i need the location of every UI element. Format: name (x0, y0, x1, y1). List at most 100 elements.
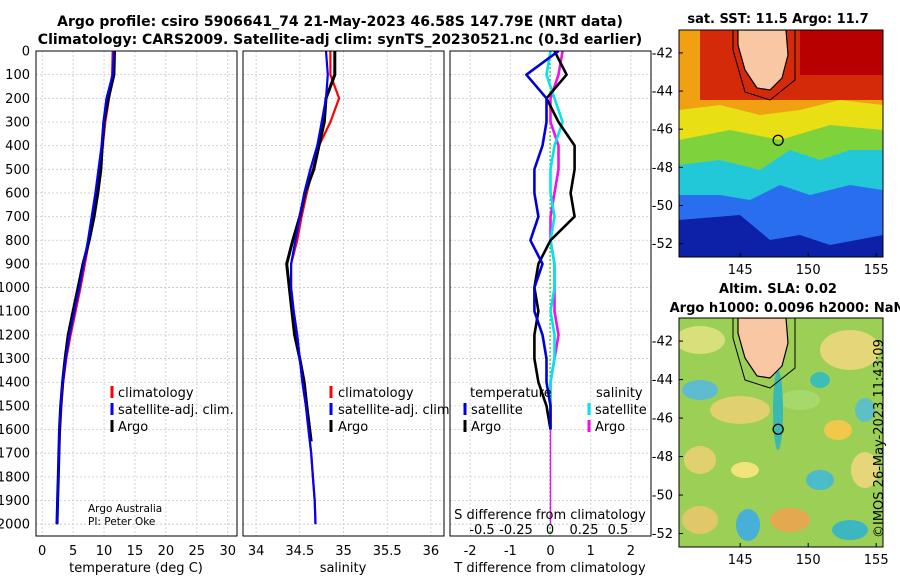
depth-tick-label: 200 (5, 92, 30, 107)
sst-float-marker (772, 134, 784, 146)
x-tick-label: 35.5 (373, 544, 402, 559)
map-lat-label: -52 (652, 237, 673, 252)
tasmania-land (737, 30, 789, 91)
legend-title-temperature: temperature (470, 386, 552, 401)
salinity-panel: 34 34.5 35 35.5 36 salinity climatology sate… (242, 50, 454, 576)
sla-float-marker (772, 423, 784, 435)
map-lat-label: -44 (652, 85, 673, 100)
sla-blob (855, 398, 875, 422)
float-position-circle (772, 134, 784, 146)
sla-blob (832, 520, 868, 540)
sla-blob (682, 380, 718, 400)
depth-tick-label: 1300 (0, 352, 30, 367)
salinity-legend: climatology satellite-adj. clim. Argo (329, 386, 454, 435)
x-tick-label: 20 (158, 544, 175, 559)
t-difference-xlabel: T difference from climatology (453, 561, 646, 576)
info-institution: Argo Australia (88, 503, 162, 515)
sla-blob (773, 370, 783, 450)
depth-tick-label: 800 (5, 234, 30, 249)
depth-tick-label: 1200 (0, 328, 30, 343)
s-tick-label: 0.25 (570, 523, 599, 538)
map-lat-label: -50 (652, 199, 673, 214)
s-tick-label: 0 (546, 523, 554, 538)
sst-map-ticks: -42 -44 -46 -48 -50 -52 145 150 155 (652, 46, 889, 278)
sla-blob (736, 509, 760, 541)
x-tick-label: 15 (127, 544, 144, 559)
x-tick-label: 0 (38, 544, 46, 559)
legend-label-satellite: satellite-adj. clim. (338, 403, 454, 418)
sla-blob (710, 396, 770, 424)
x-tick-label: 5 (69, 544, 77, 559)
x-tick-label: 1 (587, 544, 595, 559)
legend-label-climatology: climatology (118, 386, 194, 401)
sst-map-frame (678, 29, 884, 258)
float-position-circle (772, 423, 784, 435)
s-tick-label: 0.5 (608, 523, 629, 538)
depth-tick-label: 1100 (0, 305, 30, 320)
map-lat-label: -48 (652, 161, 673, 176)
sla-blob (824, 420, 852, 440)
legend-label-t-satellite: satellite (471, 403, 523, 418)
depth-tick-label: 1900 (0, 494, 30, 509)
legend-label-s-argo: Argo (595, 420, 625, 435)
map-lat-label: -50 (652, 489, 673, 504)
depth-tick-label: 1600 (0, 423, 30, 438)
difference-lines (525, 51, 576, 525)
map-lat-label: -46 (652, 123, 673, 138)
tasmania-land (737, 318, 789, 379)
temperature-grid (36, 50, 237, 536)
map-lat-label: -44 (652, 373, 673, 388)
depth-tick-label: 700 (5, 210, 30, 225)
sla-blob (806, 470, 834, 490)
shelf-contour (732, 318, 796, 389)
legend-label-argo: Argo (338, 420, 368, 435)
depth-tick-label: 400 (5, 139, 30, 154)
sla-map-frame (678, 317, 884, 548)
map-lat-label: -48 (652, 450, 673, 465)
sla-map-panel: Altim. SLA: 0.02 Argo h1000: 0.0096 h200… (652, 282, 900, 568)
sla-blob (820, 330, 880, 370)
depth-tick-label: 100 (5, 68, 30, 83)
temperature-plot-area (36, 51, 237, 536)
t-difference-tick-labels: -2 -1 0 1 2 (464, 544, 635, 559)
temperature-panel: 0100200300400500600700800900100011001200… (0, 45, 238, 576)
map-lon-label: 150 (796, 553, 821, 568)
legend-label-argo: Argo (118, 420, 148, 435)
sla-blob (682, 506, 718, 534)
s-difference-tick-labels: -0.5 -0.25 0 0.25 0.5 (469, 523, 628, 538)
map-lat-label: -52 (652, 527, 673, 542)
sla-map-ticks: -42 -44 -46 -48 -50 -52 145 150 155 (652, 335, 889, 568)
sla-blob (851, 452, 879, 488)
temperature-lines (55, 51, 116, 525)
legend-title-salinity: salinity (596, 386, 643, 401)
temperature-satellite-diff-line (525, 51, 560, 430)
depth-tick-label: 600 (5, 186, 30, 201)
sst-warmest-ne (800, 30, 883, 75)
x-tick-label: 2 (627, 544, 635, 559)
difference-frame (449, 50, 652, 537)
depth-tick-label: 1000 (0, 281, 30, 296)
sla-map-field (679, 318, 883, 547)
difference-legend-temperature: temperature satellite Argo (463, 386, 552, 435)
sla-blob (679, 326, 725, 354)
depth-tick-label: 0 (22, 45, 30, 60)
temperature-xlabel: temperature (deg C) (69, 561, 203, 576)
x-tick-label: 30 (219, 544, 236, 559)
x-tick-label: 10 (96, 544, 113, 559)
map-lat-label: -42 (652, 46, 673, 61)
figure-title-line2: Climatology: CARS2009. Satellite-adj cli… (37, 32, 643, 48)
map-lon-label: 145 (728, 263, 753, 278)
depth-tick-labels: 0 100 200 300 400 500 600 700 800 900 1000 1100 1200… (0, 45, 30, 533)
map-lon-label: 145 (728, 553, 753, 568)
sla-blob (780, 390, 820, 410)
sst-map-title: sat. SST: 11.5 Argo: 11.7 (687, 12, 868, 27)
map-lon-label: 150 (796, 263, 821, 278)
sla-map-title1: Altim. SLA: 0.02 (719, 282, 837, 297)
depth-tick-label: 1400 (0, 376, 30, 391)
sla-blob (810, 372, 830, 388)
x-tick-label: 0 (546, 544, 554, 559)
sla-map-title2: Argo h1000: 0.0096 h2000: NaN (670, 301, 900, 316)
x-tick-label: -1 (504, 544, 517, 559)
legend-label-climatology: climatology (338, 386, 414, 401)
